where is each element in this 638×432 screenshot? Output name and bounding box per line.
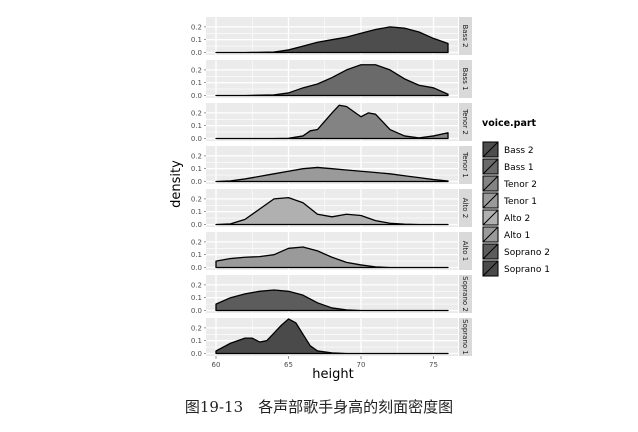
x-tick-label: 75 <box>429 361 438 369</box>
y-tick-label: 0.2 <box>191 152 202 160</box>
facet-tenor-1: 0.0 0.1 0.2 Tenor 1 <box>191 146 472 186</box>
facet-strip <box>459 17 472 55</box>
y-tick-label: 0.2 <box>191 195 202 203</box>
facet-strip <box>459 318 472 356</box>
density-area-tenor-1 <box>215 166 449 183</box>
facet-strip-label: Bass 2 <box>461 24 469 47</box>
facet-strip-label: Tenor 2 <box>461 108 469 135</box>
facet-strip-label: Tenor 1 <box>461 151 469 178</box>
facet-strip-label: Bass 1 <box>461 67 469 90</box>
density-area-soprano-2 <box>215 289 449 312</box>
legend-item-alto-2: Alto 2 <box>482 209 530 226</box>
y-tick-label: 0.1 <box>191 79 202 87</box>
x-axis: 60 65 70 75 <box>212 356 438 369</box>
y-tick-label: 0.2 <box>191 66 202 74</box>
x-tick-label: 70 <box>357 361 366 369</box>
density-area-tenor-2 <box>215 104 449 140</box>
y-tick-label: 0.1 <box>191 122 202 130</box>
legend-swatch-slash <box>482 141 499 158</box>
legend-swatch-slash <box>482 243 499 260</box>
legend-label: Tenor 1 <box>503 197 537 207</box>
y-tick-label: 0.1 <box>191 251 202 259</box>
y-tick-label: 0.0 <box>191 49 202 57</box>
legend-label: Tenor 2 <box>503 180 537 190</box>
y-tick-label: 0.0 <box>191 178 202 186</box>
y-tick-label: 0.1 <box>191 294 202 302</box>
legend-swatch-slash <box>482 192 499 209</box>
density-area-alto-1 <box>215 246 449 269</box>
facet-alto-1: 0.0 0.1 0.2 Alto 1 <box>191 232 472 272</box>
y-tick-label: 0.2 <box>191 238 202 246</box>
legend-item-soprano-2: Soprano 2 <box>482 243 550 260</box>
legend-item-alto-1: Alto 1 <box>482 226 530 243</box>
density-area-soprano-1 <box>215 318 449 355</box>
y-tick-label: 0.0 <box>191 350 202 358</box>
facet-bass-2: 0.0 0.1 0.2 Bass 2 <box>191 17 472 57</box>
density-area-alto-2 <box>215 196 449 226</box>
facet-strip <box>459 189 472 227</box>
y-tick-label: 0.1 <box>191 165 202 173</box>
facet-strip-label: Soprano 2 <box>461 276 469 312</box>
x-tick-label: 65 <box>284 361 293 369</box>
legend-label: Soprano 1 <box>504 265 550 275</box>
legend-swatch-slash <box>482 226 499 243</box>
legend-item-soprano-1: Soprano 1 <box>482 260 550 277</box>
legend: voice.part Bass 2 Bass 1 Tenor 2 Tenor 1 Alto… <box>482 118 550 277</box>
legend-item-tenor-1: Tenor 1 <box>482 192 537 209</box>
facet-soprano-2: 0.0 0.1 0.2 Soprano 2 <box>191 275 472 315</box>
facet-strip <box>459 275 472 313</box>
density-area-bass-2 <box>215 26 449 54</box>
legend-label: Alto 2 <box>504 214 530 224</box>
facet-strip <box>459 103 472 141</box>
legend-label: Alto 1 <box>504 231 530 241</box>
y-tick-label: 0.0 <box>191 264 202 272</box>
y-tick-label: 0.0 <box>191 221 202 229</box>
density-area-bass-1 <box>215 64 449 97</box>
y-tick-label: 0.0 <box>191 92 202 100</box>
facet-soprano-1: 0.0 0.1 0.2 Soprano 1 <box>191 318 472 358</box>
y-tick-label: 0.2 <box>191 324 202 332</box>
y-tick-label: 0.1 <box>191 337 202 345</box>
legend-label: Soprano 2 <box>504 248 550 258</box>
x-axis-label: height <box>312 367 353 382</box>
facet-strip-label: Alto 2 <box>461 198 469 218</box>
legend-item-bass-1: Bass 1 <box>482 158 534 175</box>
facet-strip-label: Alto 1 <box>461 241 469 261</box>
y-tick-label: 0.1 <box>191 36 202 44</box>
legend-label: Bass 2 <box>504 146 534 156</box>
y-tick-label: 0.2 <box>191 281 202 289</box>
y-tick-label: 0.0 <box>191 307 202 315</box>
y-axis-label: density <box>169 160 184 208</box>
y-tick-label: 0.1 <box>191 208 202 216</box>
legend-swatch-slash <box>482 260 499 277</box>
facet-alto-2: 0.0 0.1 0.2 Alto 2 <box>191 189 472 229</box>
figure-caption: 图19-13 各声部歌手身高的刻面密度图 <box>184 398 454 416</box>
x-tick-label: 60 <box>212 361 221 369</box>
y-tick-label: 0.2 <box>191 109 202 117</box>
legend-title: voice.part <box>482 118 537 129</box>
y-tick-label: 0.0 <box>191 135 202 143</box>
facet-strip <box>459 146 472 184</box>
facet-bass-1: 0.0 0.1 0.2 Bass 1 <box>191 60 472 100</box>
y-tick-label: 0.2 <box>191 23 202 31</box>
legend-item-tenor-2: Tenor 2 <box>482 175 537 192</box>
legend-swatch-slash <box>482 209 499 226</box>
facet-tenor-2: 0.0 0.1 0.2 Tenor 2 <box>191 103 472 143</box>
legend-label: Bass 1 <box>504 163 534 173</box>
facet-strip <box>459 60 472 98</box>
facet-panels: 0.0 0.1 0.2 Bass 2 0.0 0.1 0.2 Bass 1 0.0 0.1 0.2 T… <box>191 17 472 358</box>
legend-item-bass-2: Bass 2 <box>482 141 534 158</box>
facet-strip <box>459 232 472 270</box>
legend-swatch-slash <box>482 158 499 175</box>
legend-swatch-slash <box>482 175 499 192</box>
facet-strip-label: Soprano 1 <box>461 319 469 355</box>
